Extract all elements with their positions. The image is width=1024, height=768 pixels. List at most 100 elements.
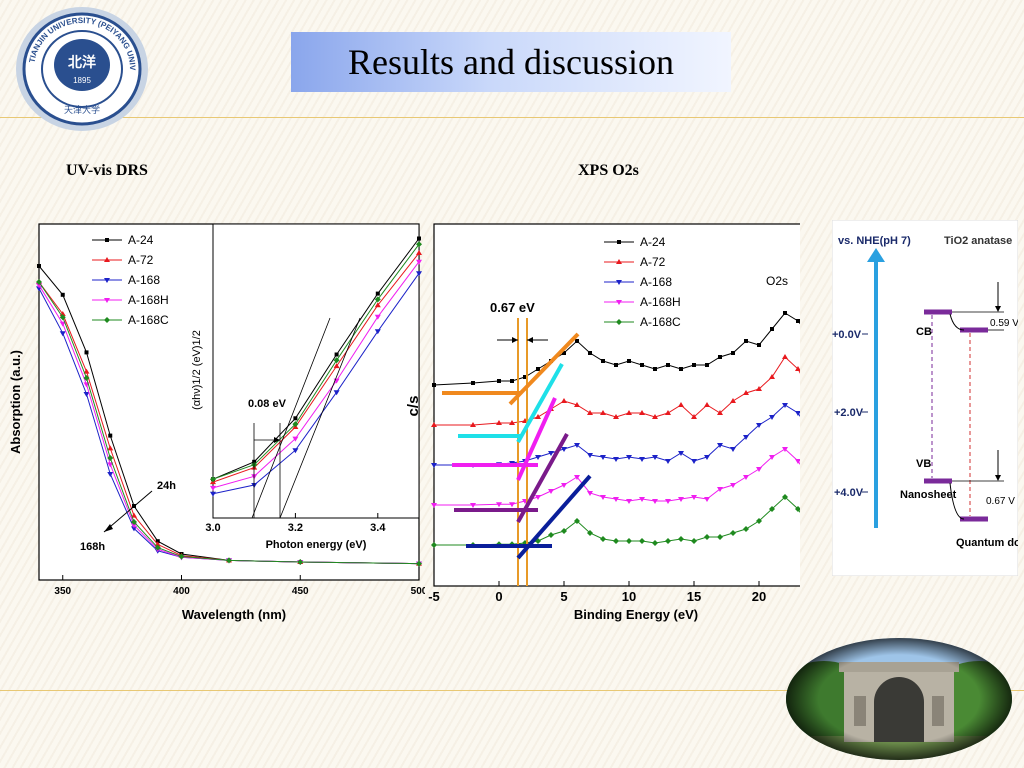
- data-point-a-168: [652, 455, 658, 460]
- data-point-a-168h: [548, 489, 554, 494]
- data-point-a-24: [614, 363, 618, 367]
- slide-title: Results and discussion: [347, 42, 674, 82]
- legend-label-a-24: A-24: [128, 233, 154, 247]
- data-point-a-168h: [652, 499, 658, 504]
- data-point-a-168c: [600, 536, 606, 542]
- x-tick-label: 3.0: [205, 522, 220, 534]
- uvvis-arrow: [103, 490, 153, 533]
- data-point-a-72: [496, 420, 502, 425]
- series-line-a-168c: [212, 244, 420, 480]
- band-cb-label: CB: [916, 326, 932, 338]
- data-point-a-168c: [665, 538, 671, 544]
- uvvis-annotation-168h: 168h: [80, 541, 105, 553]
- xps-shift-label: 0.67 eV: [490, 300, 535, 315]
- data-point-a-24: [744, 339, 748, 343]
- data-point-a-168c: [36, 279, 42, 285]
- data-point-a-168: [292, 448, 299, 454]
- x-tick-label: 20: [752, 589, 766, 604]
- data-point-a-168c: [730, 530, 736, 536]
- data-point-a-168c: [769, 506, 775, 512]
- data-point-a-24: [37, 264, 41, 268]
- data-point-a-168h: [704, 497, 710, 502]
- series-line-a-24: [433, 312, 800, 386]
- legend-label-a-168h: A-168H: [128, 293, 169, 307]
- series-line-a-168: [212, 273, 420, 495]
- data-point-a-168c: [717, 534, 723, 540]
- data-point-a-168: [795, 411, 800, 416]
- legend-label-a-168h: A-168H: [640, 295, 681, 309]
- data-point-a-168c: [333, 357, 340, 364]
- data-point-a-72: [587, 410, 593, 415]
- data-point-a-168: [743, 435, 749, 440]
- data-point-a-72: [470, 422, 476, 427]
- svg-text:1895: 1895: [73, 76, 91, 85]
- series-line-a-24: [212, 238, 420, 480]
- inset-annotation-gap: 0.08 eV: [248, 398, 287, 410]
- data-point-a-72: [704, 402, 710, 407]
- data-point-a-168c: [652, 540, 658, 546]
- data-point-a-168: [678, 451, 684, 456]
- uvvis-inset: 3.0 3.2 3.4 0.08 eV Photon energy (eV) (αh…: [191, 223, 422, 551]
- data-point-a-24: [601, 359, 605, 363]
- band-diagram-frame: [832, 220, 1018, 576]
- data-point-a-24: [679, 367, 683, 371]
- data-point-a-168c: [154, 544, 161, 551]
- data-point-a-24: [523, 375, 527, 379]
- data-point-a-168c: [587, 530, 593, 536]
- data-point-a-168: [730, 447, 736, 452]
- fit-edge-a72: [516, 363, 564, 443]
- uvvis-xlabel: Wavelength (nm): [182, 607, 286, 622]
- data-point-a-24: [731, 351, 735, 355]
- data-point-a-72: [83, 368, 90, 374]
- data-point-a-72: [652, 414, 658, 419]
- data-point-a-24: [653, 367, 657, 371]
- data-point-a-168c: [678, 536, 684, 542]
- data-point-a-168h: [678, 497, 684, 502]
- data-point-a-168h: [626, 499, 632, 504]
- svg-text:北洋: 北洋: [68, 54, 96, 70]
- data-point-a-24: [640, 363, 644, 367]
- legend-marker-a-24: [617, 240, 621, 244]
- data-point-a-168c: [226, 557, 232, 564]
- data-point-a-72: [333, 363, 340, 369]
- vb-offset-arrowhead: [995, 475, 1001, 481]
- xps-chart: -50510152025 Binding Energy (eV) c/s A-2…: [405, 223, 800, 622]
- data-point-a-72: [613, 414, 619, 419]
- data-point-a-24: [757, 343, 761, 347]
- data-point-a-168h: [587, 491, 593, 496]
- uvvis-annotation-24h: 24h: [157, 480, 176, 492]
- data-point-a-168c: [416, 560, 422, 567]
- data-point-a-72: [131, 512, 137, 518]
- data-point-a-168c: [743, 526, 749, 532]
- data-point-a-168c: [416, 241, 422, 248]
- data-point-a-168c: [704, 534, 710, 540]
- fit-edge-a168: [516, 433, 569, 523]
- data-point-a-168: [107, 472, 114, 477]
- data-point-a-168c: [131, 519, 137, 525]
- data-point-a-72: [717, 410, 723, 415]
- xps-label: XPS O2s: [578, 162, 639, 179]
- svg-text:天津大学: 天津大学: [64, 104, 100, 115]
- data-point-a-24: [718, 355, 722, 359]
- university-seal: TIANJIN UNIVERSITY (PEIYANG UNIVERSITY) …: [12, 5, 148, 131]
- cb-offset-arrowhead: [995, 306, 1001, 312]
- legend-label-a-168c: A-168C: [128, 313, 169, 327]
- uvvis-ylabel: Absorption (a.u.): [8, 350, 23, 454]
- xps-shift-arrowhead-left: [512, 337, 518, 343]
- data-point-a-168h: [795, 459, 800, 464]
- band-header: TiO2 anatase: [944, 235, 1012, 247]
- x-tick-label: 0: [495, 589, 502, 604]
- data-point-a-24: [666, 363, 670, 367]
- x-tick-label: 10: [622, 589, 636, 604]
- data-point-a-24: [155, 539, 160, 544]
- inset-xlabel: Photon energy (eV): [266, 539, 367, 551]
- data-point-a-168h: [431, 503, 437, 508]
- band-potential-4: +4.0V: [834, 487, 864, 499]
- uvvis-label: UV-vis DRS: [66, 162, 148, 179]
- data-point-a-168h: [107, 462, 114, 468]
- fit-edge-a24: [508, 332, 580, 406]
- band-potential-2: +2.0V: [834, 407, 864, 419]
- data-point-a-24: [84, 350, 89, 355]
- data-point-a-168c: [210, 476, 216, 483]
- data-point-a-168c: [431, 542, 437, 548]
